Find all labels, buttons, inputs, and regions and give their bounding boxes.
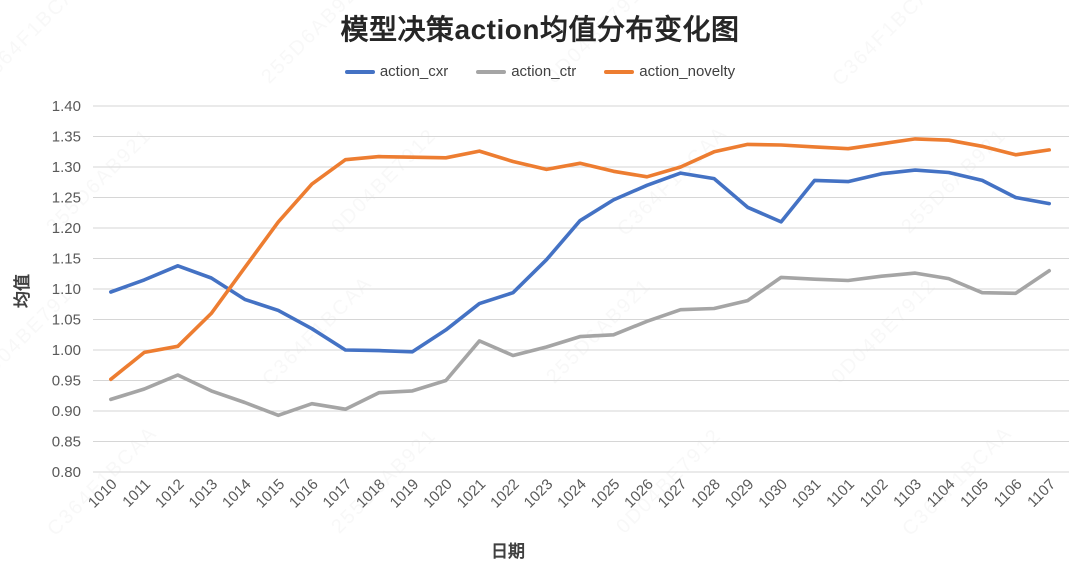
x-tick-label: 1018 [353,476,389,512]
legend-swatch-icon [476,69,507,74]
legend-swatch-icon [344,69,375,74]
y-tick-label: 0.90 [52,403,81,420]
series-line-action_ctr [109,268,1051,418]
y-tick-label: 1.20 [52,220,81,237]
legend-swatch-icon [604,69,635,74]
x-tick-label: 1023 [521,476,557,512]
legend-item-action_novelty: action_novelty [604,63,735,80]
x-tick-label: 1107 [1024,476,1059,511]
y-tick-label: 1.35 [52,129,81,146]
x-tick-label: 1030 [755,476,791,512]
x-tick-label: 1019 [387,476,423,512]
x-tick-label: 1027 [655,476,691,512]
x-tick-label: 1105 [957,476,992,511]
x-tick-label: 1028 [688,476,724,512]
x-tick-label: 1010 [85,476,121,512]
y-tick-label: 0.85 [52,434,81,451]
series-line-action_novelty [109,137,1051,382]
legend-label: action_novelty [639,63,736,80]
x-axis-title: 日期 [491,542,525,561]
x-tick-label: 1016 [286,476,322,512]
x-tick-label: 1013 [186,476,222,512]
x-tick-label: 1031 [789,476,825,512]
x-tick-label: 1017 [320,476,356,512]
x-tick-label: 1011 [119,476,154,511]
y-tick-label: 0.95 [52,373,81,390]
chart-title: 模型决策action均值分布变化图 [340,14,740,45]
y-tick-label: 1.05 [52,312,81,329]
legend-item-action_ctr: action_ctr [476,63,576,80]
x-tick-label: 1102 [857,476,892,511]
x-tick-label: 1015 [253,476,289,512]
x-tick-label: 1101 [823,476,858,511]
legend: action_cxr action_ctr action_novelty [0,63,1080,80]
x-tick-label: 1024 [554,476,590,512]
y-tick-label: 1.40 [52,98,81,115]
y-axis-title: 均值 [13,274,32,308]
y-tick-label: 1.15 [52,251,81,268]
y-tick-label: 1.30 [52,159,81,176]
x-tick-label: 1020 [420,476,456,512]
series-line-action_cxr [109,168,1051,354]
x-tick-label: 1012 [152,476,188,512]
y-tick-label: 1.25 [52,190,81,207]
x-tick-label: 1106 [991,476,1026,511]
x-tick-label: 1026 [621,476,657,512]
legend-label: action_cxr [379,63,449,80]
x-tick-label: 1021 [454,476,490,512]
x-tick-label: 1014 [219,476,255,512]
x-tick-label: 1025 [588,476,624,512]
legend-label: action_ctr [511,63,577,80]
y-tick-label: 0.80 [52,464,81,481]
y-tick-label: 1.00 [52,342,81,359]
legend-item-action_cxr: action_cxr [344,63,449,80]
x-tick-label: 1104 [924,476,959,511]
x-tick-label: 1029 [722,476,758,512]
x-tick-label: 1103 [890,476,925,511]
x-tick-label: 1022 [487,476,523,512]
y-tick-label: 1.10 [52,281,81,298]
